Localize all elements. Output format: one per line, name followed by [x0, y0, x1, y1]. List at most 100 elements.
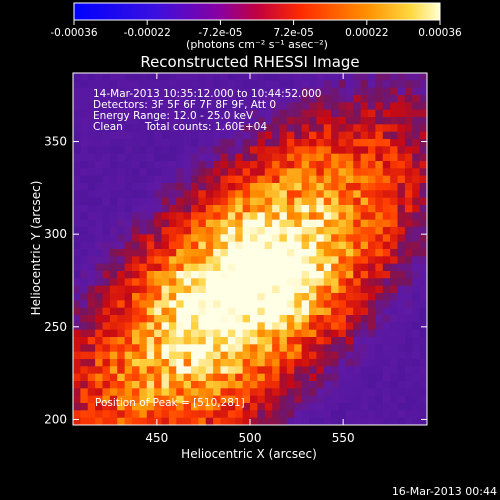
heat-cell: [286, 322, 295, 331]
heat-cell: [139, 87, 148, 96]
heat-cell: [109, 234, 118, 243]
heat-cell: [183, 109, 192, 118]
heat-cell: [80, 256, 89, 265]
heat-cell: [264, 234, 273, 243]
heat-cell: [242, 102, 251, 111]
heat-cell: [316, 344, 325, 353]
heat-cell: [368, 300, 376, 309]
heat-cell: [419, 381, 427, 389]
heat-cell: [257, 249, 266, 257]
heat-cell: [286, 293, 295, 301]
heat-cell: [397, 102, 406, 111]
heat-cell: [109, 366, 118, 375]
heat-cell: [338, 175, 347, 184]
heat-cell: [250, 139, 258, 147]
heat-cell: [404, 168, 413, 177]
heat-cell: [279, 87, 288, 96]
heat-cell: [390, 146, 399, 155]
heat-cell: [242, 293, 251, 301]
heat-cell: [205, 249, 214, 257]
heat-cell: [87, 212, 96, 221]
heat-cell: [87, 337, 96, 345]
heat-cell: [397, 366, 406, 375]
heat-cell: [146, 139, 155, 147]
heat-cell: [316, 227, 325, 235]
heat-cell: [397, 87, 406, 96]
heat-cell: [220, 80, 229, 89]
heat-cell: [220, 410, 229, 419]
heat-cell: [286, 168, 295, 177]
heat-cell: [176, 410, 185, 419]
heat-cell: [309, 293, 317, 301]
heat-cell: [242, 190, 251, 199]
heat-cell: [368, 271, 376, 279]
heat-cell: [191, 109, 199, 118]
heat-cell: [198, 388, 207, 397]
heat-cell: [117, 109, 126, 118]
heat-cell: [242, 87, 251, 96]
heat-cell: [139, 212, 148, 221]
heat-cell: [198, 322, 207, 331]
heat-cell: [168, 403, 177, 411]
heat-cell: [102, 344, 111, 353]
heat-cell: [279, 285, 288, 294]
heat-cell: [360, 146, 369, 155]
heat-cell: [161, 241, 170, 250]
heat-cell: [176, 300, 185, 309]
heat-cell: [338, 227, 347, 235]
heat-cell: [412, 410, 421, 419]
heat-cell: [323, 410, 332, 419]
heat-cell: [117, 117, 126, 125]
heat-cell: [286, 102, 295, 111]
heat-cell: [419, 307, 427, 316]
heat-cell: [146, 293, 155, 301]
heat-cell: [353, 293, 362, 301]
heat-cell: [257, 117, 266, 125]
heat-cell: [242, 359, 251, 367]
heat-cell: [109, 403, 118, 411]
heat-cell: [257, 285, 266, 294]
heat-cell: [250, 410, 258, 419]
heat-cell: [109, 205, 118, 213]
heat-cell: [87, 256, 96, 265]
heat-cell: [191, 263, 199, 272]
heat-cell: [323, 80, 332, 89]
heat-cell: [272, 315, 281, 323]
heat-cell: [205, 205, 214, 213]
heat-cell: [205, 212, 214, 221]
heat-cell: [117, 300, 126, 309]
heat-cell: [375, 205, 384, 213]
heat-cell: [397, 205, 406, 213]
heat-cell: [286, 285, 295, 294]
heat-cell: [87, 219, 96, 228]
heat-cell: [264, 285, 273, 294]
heat-cell: [80, 403, 89, 411]
heat-cell: [301, 278, 310, 287]
colorbar-tick-label: 0.00036: [418, 27, 462, 39]
heat-cell: [117, 241, 126, 250]
heat-cell: [368, 388, 376, 397]
heat-cell: [139, 263, 148, 272]
heat-cell: [375, 403, 384, 411]
heat-cell: [368, 337, 376, 345]
heat-cell: [323, 278, 332, 287]
heat-cell: [257, 153, 266, 162]
heat-cell: [382, 256, 391, 265]
heat-cell: [109, 146, 118, 155]
heat-cell: [368, 285, 376, 294]
heat-cell: [198, 337, 207, 345]
heat-cell: [412, 102, 421, 111]
heat-cell: [353, 87, 362, 96]
heat-cell: [191, 219, 199, 228]
heat-cell: [279, 359, 288, 367]
heat-cell: [301, 161, 310, 169]
heat-cell: [205, 300, 214, 309]
heat-cell: [301, 315, 310, 323]
heat-cell: [397, 285, 406, 294]
heat-cell: [80, 395, 89, 404]
heat-cell: [73, 359, 81, 367]
heat-cell: [331, 109, 340, 118]
heat-cell: [301, 410, 310, 419]
heat-cell: [382, 417, 391, 425]
heat-cell: [242, 373, 251, 382]
